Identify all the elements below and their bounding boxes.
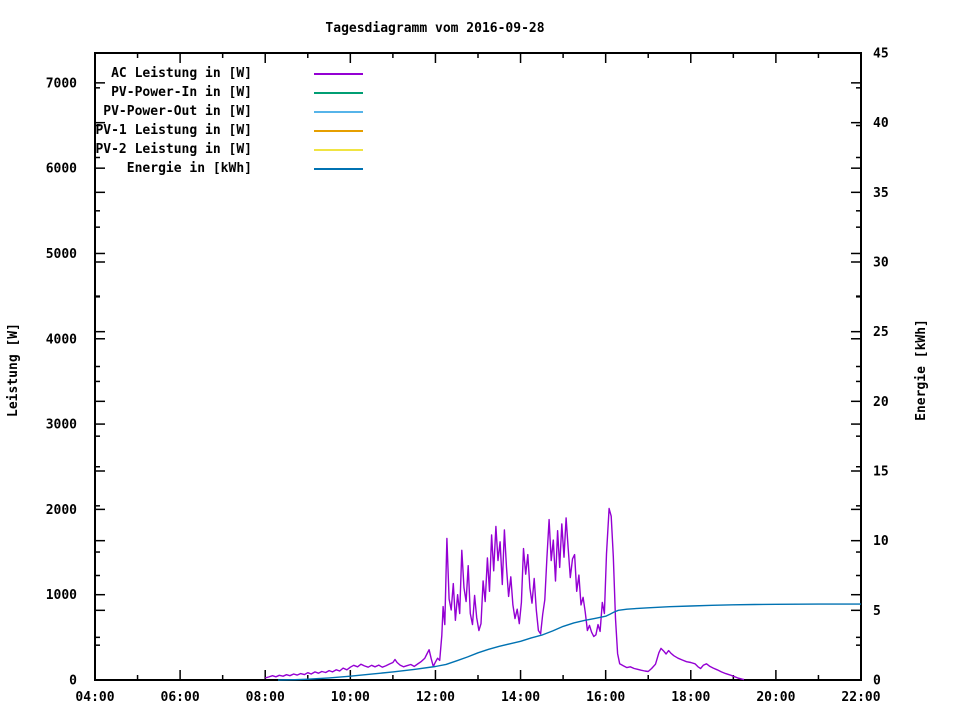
x-tick-label: 08:00 [246, 690, 285, 705]
legend-item-energie: Energie in [kWh] [60, 161, 390, 177]
legend-label: PV-1 Leistung in [W] [95, 123, 252, 138]
legend-line-swatch [314, 111, 363, 113]
legend-line-swatch [314, 149, 363, 151]
legend-item-pv2-leistung: PV-2 Leistung in [W] [60, 142, 390, 158]
legend-label: PV-2 Leistung in [W] [95, 142, 252, 157]
legend-line-swatch [314, 130, 363, 132]
x-tick-label: 16:00 [586, 690, 625, 705]
x-tick-label: 20:00 [756, 690, 795, 705]
y-right-tick-label: 30 [873, 256, 889, 271]
legend-item-pv1-leistung: PV-1 Leistung in [W] [60, 123, 390, 139]
legend-label: PV-Power-Out in [W] [103, 104, 252, 119]
y-left-tick-label: 2000 [46, 503, 77, 518]
y-right-tick-label: 20 [873, 395, 889, 410]
y-right-tick-label: 0 [873, 674, 881, 689]
y-right-tick-label: 25 [873, 325, 889, 340]
legend-label: Energie in [kWh] [126, 161, 252, 176]
legend-line-swatch [314, 168, 363, 170]
y-left-tick-label: 1000 [46, 588, 77, 603]
x-tick-label: 06:00 [161, 690, 200, 705]
x-tick-label: 04:00 [75, 690, 114, 705]
y-right-tick-label: 15 [873, 465, 889, 480]
legend-label: AC Leistung in [W] [111, 66, 252, 81]
chart-title: Tagesdiagramm vom 2016-09-28 [325, 21, 545, 36]
y-right-tick-label: 10 [873, 534, 889, 549]
y-left-tick-label: 0 [69, 674, 77, 689]
legend-item-ac-leistung: AC Leistung in [W] [60, 66, 390, 82]
y-left-tick-label: 3000 [46, 418, 77, 433]
y-right-tick-label: 40 [873, 116, 889, 131]
y-right-tick-label: 5 [873, 604, 881, 619]
legend-line-swatch [314, 73, 363, 75]
series-line-5 [277, 603, 861, 681]
y-right-tick-label: 35 [873, 186, 889, 201]
legend-item-pv-power-in: PV-Power-In in [W] [60, 85, 390, 101]
legend-line-swatch [314, 92, 363, 94]
y-right-tick-label: 45 [873, 47, 889, 62]
y-left-tick-label: 6000 [46, 162, 77, 177]
legend-item-pv-power-out: PV-Power-Out in [W] [60, 104, 390, 120]
x-tick-label: 12:00 [416, 690, 455, 705]
y-left-tick-label: 7000 [46, 76, 77, 91]
x-tick-label: 10:00 [331, 690, 370, 705]
series-line-0 [265, 507, 745, 681]
y-left-tick-label: 4000 [46, 332, 77, 347]
x-tick-label: 14:00 [501, 690, 540, 705]
x-tick-label: 18:00 [671, 690, 710, 705]
x-tick-label: 22:00 [841, 690, 880, 705]
y-left-tick-label: 5000 [46, 247, 77, 262]
legend-label: PV-Power-In in [W] [111, 85, 252, 100]
